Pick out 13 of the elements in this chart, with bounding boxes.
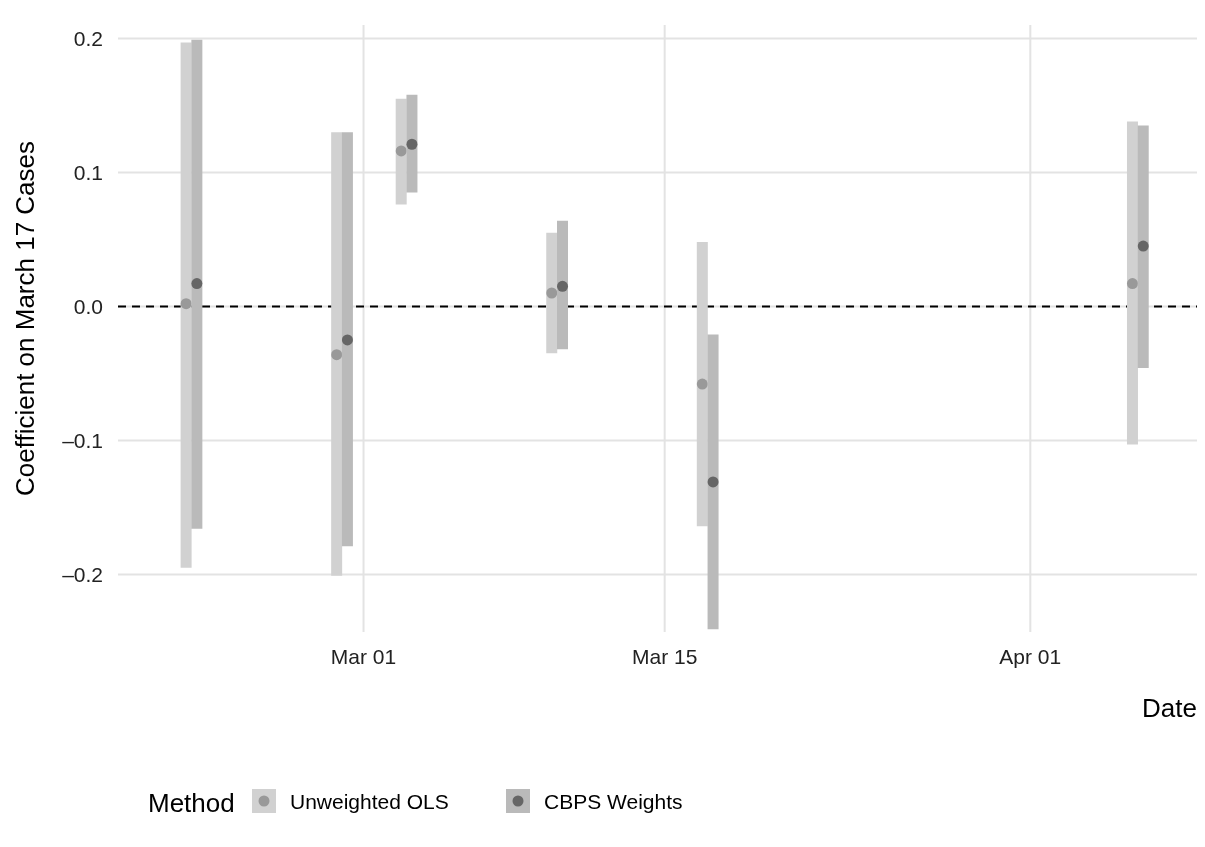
x-axis-title: Date	[1142, 693, 1197, 723]
x-tick-label: Apr 01	[999, 645, 1062, 668]
legend-label: Unweighted OLS	[290, 790, 449, 813]
y-tick-label: –0.2	[62, 562, 103, 586]
y-tick-label: –0.1	[62, 428, 103, 452]
x-tick-label: Mar 15	[631, 645, 698, 668]
y-tick-label: 0.2	[73, 26, 103, 50]
legend-label: CBPS Weights	[544, 790, 683, 813]
y-axis-title: Coefficient on March 17 Cases	[10, 140, 40, 497]
y-tick-label: 0.0	[73, 294, 103, 318]
y-tick-label: 0.1	[73, 160, 103, 184]
legend-title: Method	[148, 788, 235, 818]
x-tick-label: Mar 01	[330, 645, 397, 668]
